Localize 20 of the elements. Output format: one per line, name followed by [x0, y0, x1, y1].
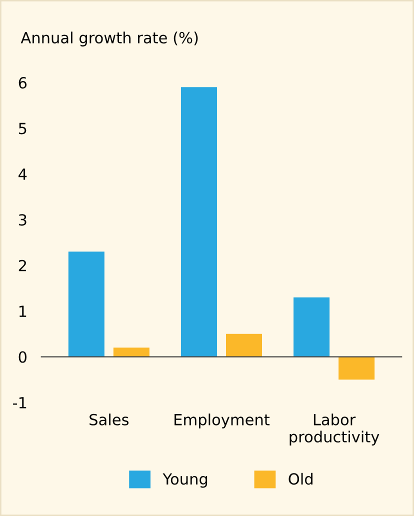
- bar: [294, 297, 330, 357]
- y-tick-label: 5: [18, 122, 26, 134]
- x-tick-label: Sales: [90, 414, 129, 426]
- y-tick-label: 0: [18, 351, 26, 363]
- y-tick-label: 6: [18, 77, 27, 89]
- x-tick-label: Employment: [174, 414, 270, 428]
- bar: [113, 348, 150, 357]
- x-tick-label: Labor productivity: [290, 414, 380, 446]
- bar: [226, 334, 262, 357]
- legend-label: Young: [162, 473, 208, 488]
- bar: [338, 356, 375, 380]
- y-axis-title: Annual growth rate (%): [20, 32, 198, 46]
- y-tick-label: 1: [19, 306, 26, 317]
- y-tick-label: 3: [18, 214, 26, 226]
- legend-label: Old: [288, 472, 312, 485]
- y-tick-label: 2: [18, 260, 26, 272]
- bar: [180, 87, 217, 357]
- y-tick-label: -1: [13, 397, 26, 408]
- y-tick-label: 4: [18, 168, 27, 180]
- bar: [68, 252, 104, 357]
